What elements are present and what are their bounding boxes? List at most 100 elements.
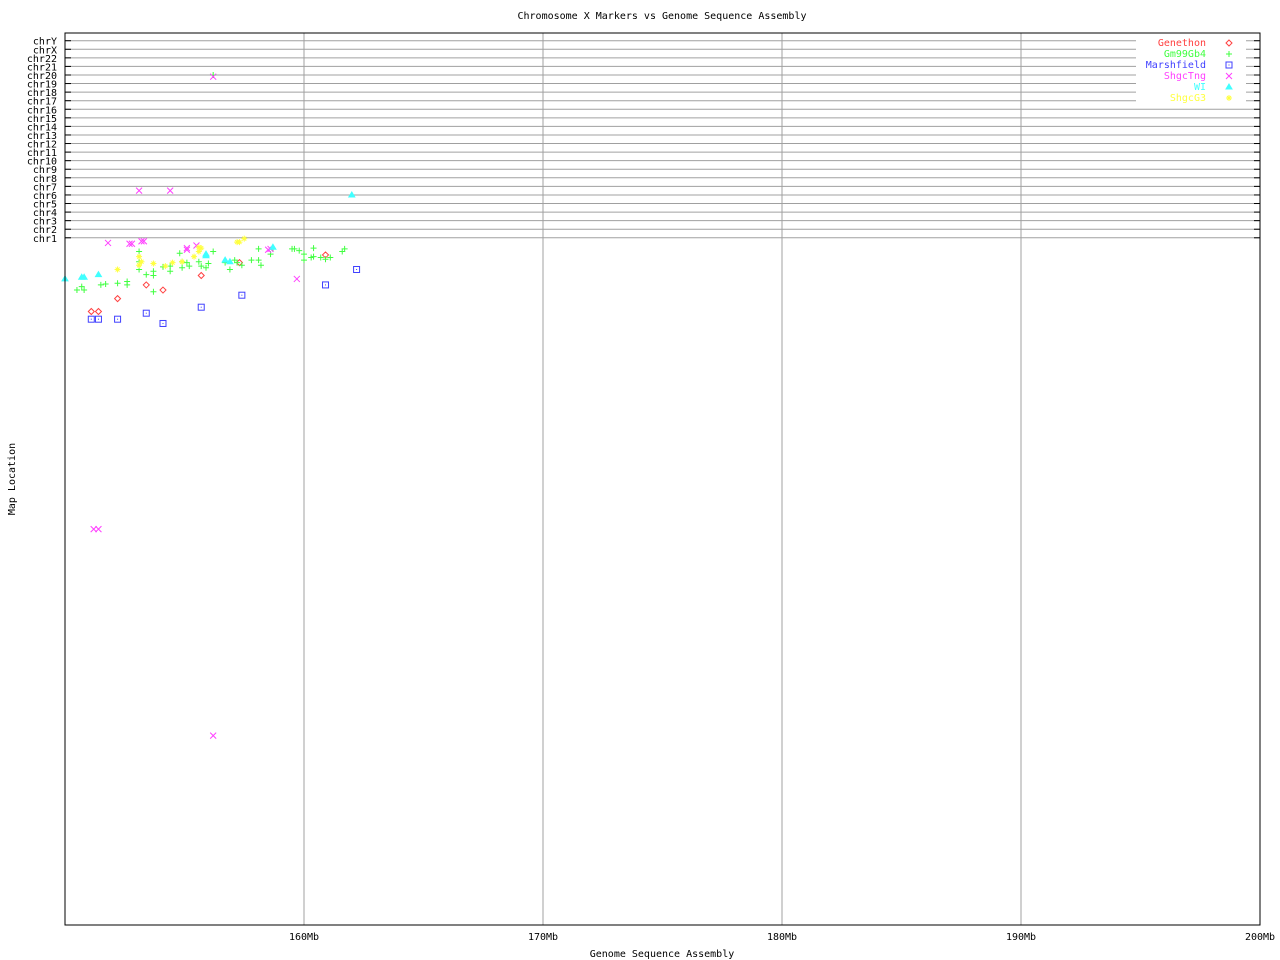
data-point (195, 258, 202, 265)
legend-marker (1225, 72, 1233, 80)
y-tick-label: chr19 (27, 80, 57, 91)
square-dot (241, 294, 243, 296)
y-axis-label: Map Location (7, 443, 18, 515)
plus-mark (176, 250, 183, 257)
diamond-mark (159, 286, 167, 294)
data-point (296, 247, 303, 254)
plus-mark (78, 283, 85, 290)
star-mark (198, 245, 205, 252)
x-axis-label: Genome Sequence Assembly (590, 949, 735, 960)
square-mark (322, 281, 330, 289)
data-point (104, 239, 112, 247)
y-tick-label: chr5 (33, 200, 57, 211)
plus-mark (198, 263, 205, 270)
data-point (226, 266, 233, 273)
star-mark (169, 259, 176, 266)
y-tick-label: chrY (33, 37, 57, 48)
data-point (159, 319, 167, 327)
data-point (293, 275, 301, 283)
grid (65, 33, 1260, 925)
cross-mark (128, 240, 136, 248)
cross-mark (140, 237, 148, 245)
data-point (150, 260, 157, 267)
data-point (87, 315, 95, 323)
series-marshfield (87, 265, 361, 327)
data-point (317, 254, 324, 261)
plus-mark (238, 262, 245, 269)
data-point (191, 253, 198, 260)
square-mark (114, 315, 122, 323)
cross-mark (126, 240, 133, 248)
legend-marker (1225, 39, 1233, 47)
square-mark (159, 319, 167, 327)
star-mark (195, 244, 202, 251)
plus-mark (150, 288, 157, 295)
legend-label: ShgcTng (1164, 71, 1206, 82)
y-tick-label: chr14 (27, 122, 57, 133)
data-point (210, 248, 217, 255)
square-dot (356, 268, 358, 270)
data-point (341, 245, 348, 252)
data-point (248, 257, 255, 264)
data-point (301, 251, 307, 258)
legend-marker (1225, 61, 1233, 69)
diamond-mark (197, 271, 205, 280)
star-mark (195, 248, 202, 255)
y-tick-label: chr3 (33, 217, 57, 228)
plus-mark (203, 264, 210, 271)
plus-mark (255, 257, 262, 264)
y-tick-label: chr10 (27, 157, 57, 168)
cross-mark (183, 246, 191, 254)
data-point (202, 251, 210, 259)
data-point (221, 256, 230, 263)
data-point (136, 253, 143, 260)
plus-mark (186, 263, 193, 270)
y-tick-label: chr4 (33, 208, 57, 219)
cross-mark (104, 239, 112, 247)
cross-mark (209, 732, 217, 739)
data-point (301, 257, 307, 264)
plus-mark (102, 281, 109, 288)
data-point (353, 265, 361, 273)
data-point (241, 235, 248, 242)
data-point (198, 245, 205, 252)
data-point (257, 262, 264, 269)
legend-label: Marshfield (1146, 60, 1206, 71)
data-point (322, 256, 329, 263)
data-point (203, 264, 210, 271)
data-point (97, 281, 104, 288)
data-point (231, 257, 238, 264)
data-point (183, 259, 190, 266)
triangle-mark (347, 190, 356, 198)
legend-label: ShgcG3 (1170, 93, 1206, 104)
chart-title: Chromosome X Markers vs Genome Sequence … (518, 11, 807, 22)
diamond-mark (87, 307, 95, 316)
data-point (143, 271, 150, 278)
data-point (197, 271, 205, 280)
plot-frame (64, 32, 1261, 926)
data-point (197, 303, 205, 311)
plus-mark (341, 245, 348, 252)
data-point (94, 315, 102, 323)
star-mark (136, 253, 143, 260)
y-tick-label: chr2 (33, 225, 57, 236)
data-point (226, 257, 234, 265)
y-tick-label: chr11 (27, 148, 57, 159)
plus-mark (136, 248, 143, 255)
legend-marker (1225, 83, 1233, 90)
plus-mark (301, 257, 307, 264)
data-point (142, 309, 150, 317)
plus-mark (114, 280, 121, 287)
plus-mark (296, 247, 303, 254)
plus-mark (179, 264, 186, 271)
data-point (205, 260, 212, 267)
y-tick-label: chr16 (27, 105, 57, 116)
y-tick-label: chr20 (27, 71, 57, 82)
data-point (150, 288, 157, 295)
legend-marker (1226, 95, 1232, 101)
plus-mark (291, 245, 298, 252)
plus-mark (124, 281, 131, 288)
plus-mark (310, 253, 317, 260)
data-point (169, 259, 176, 266)
data-point (87, 307, 95, 316)
